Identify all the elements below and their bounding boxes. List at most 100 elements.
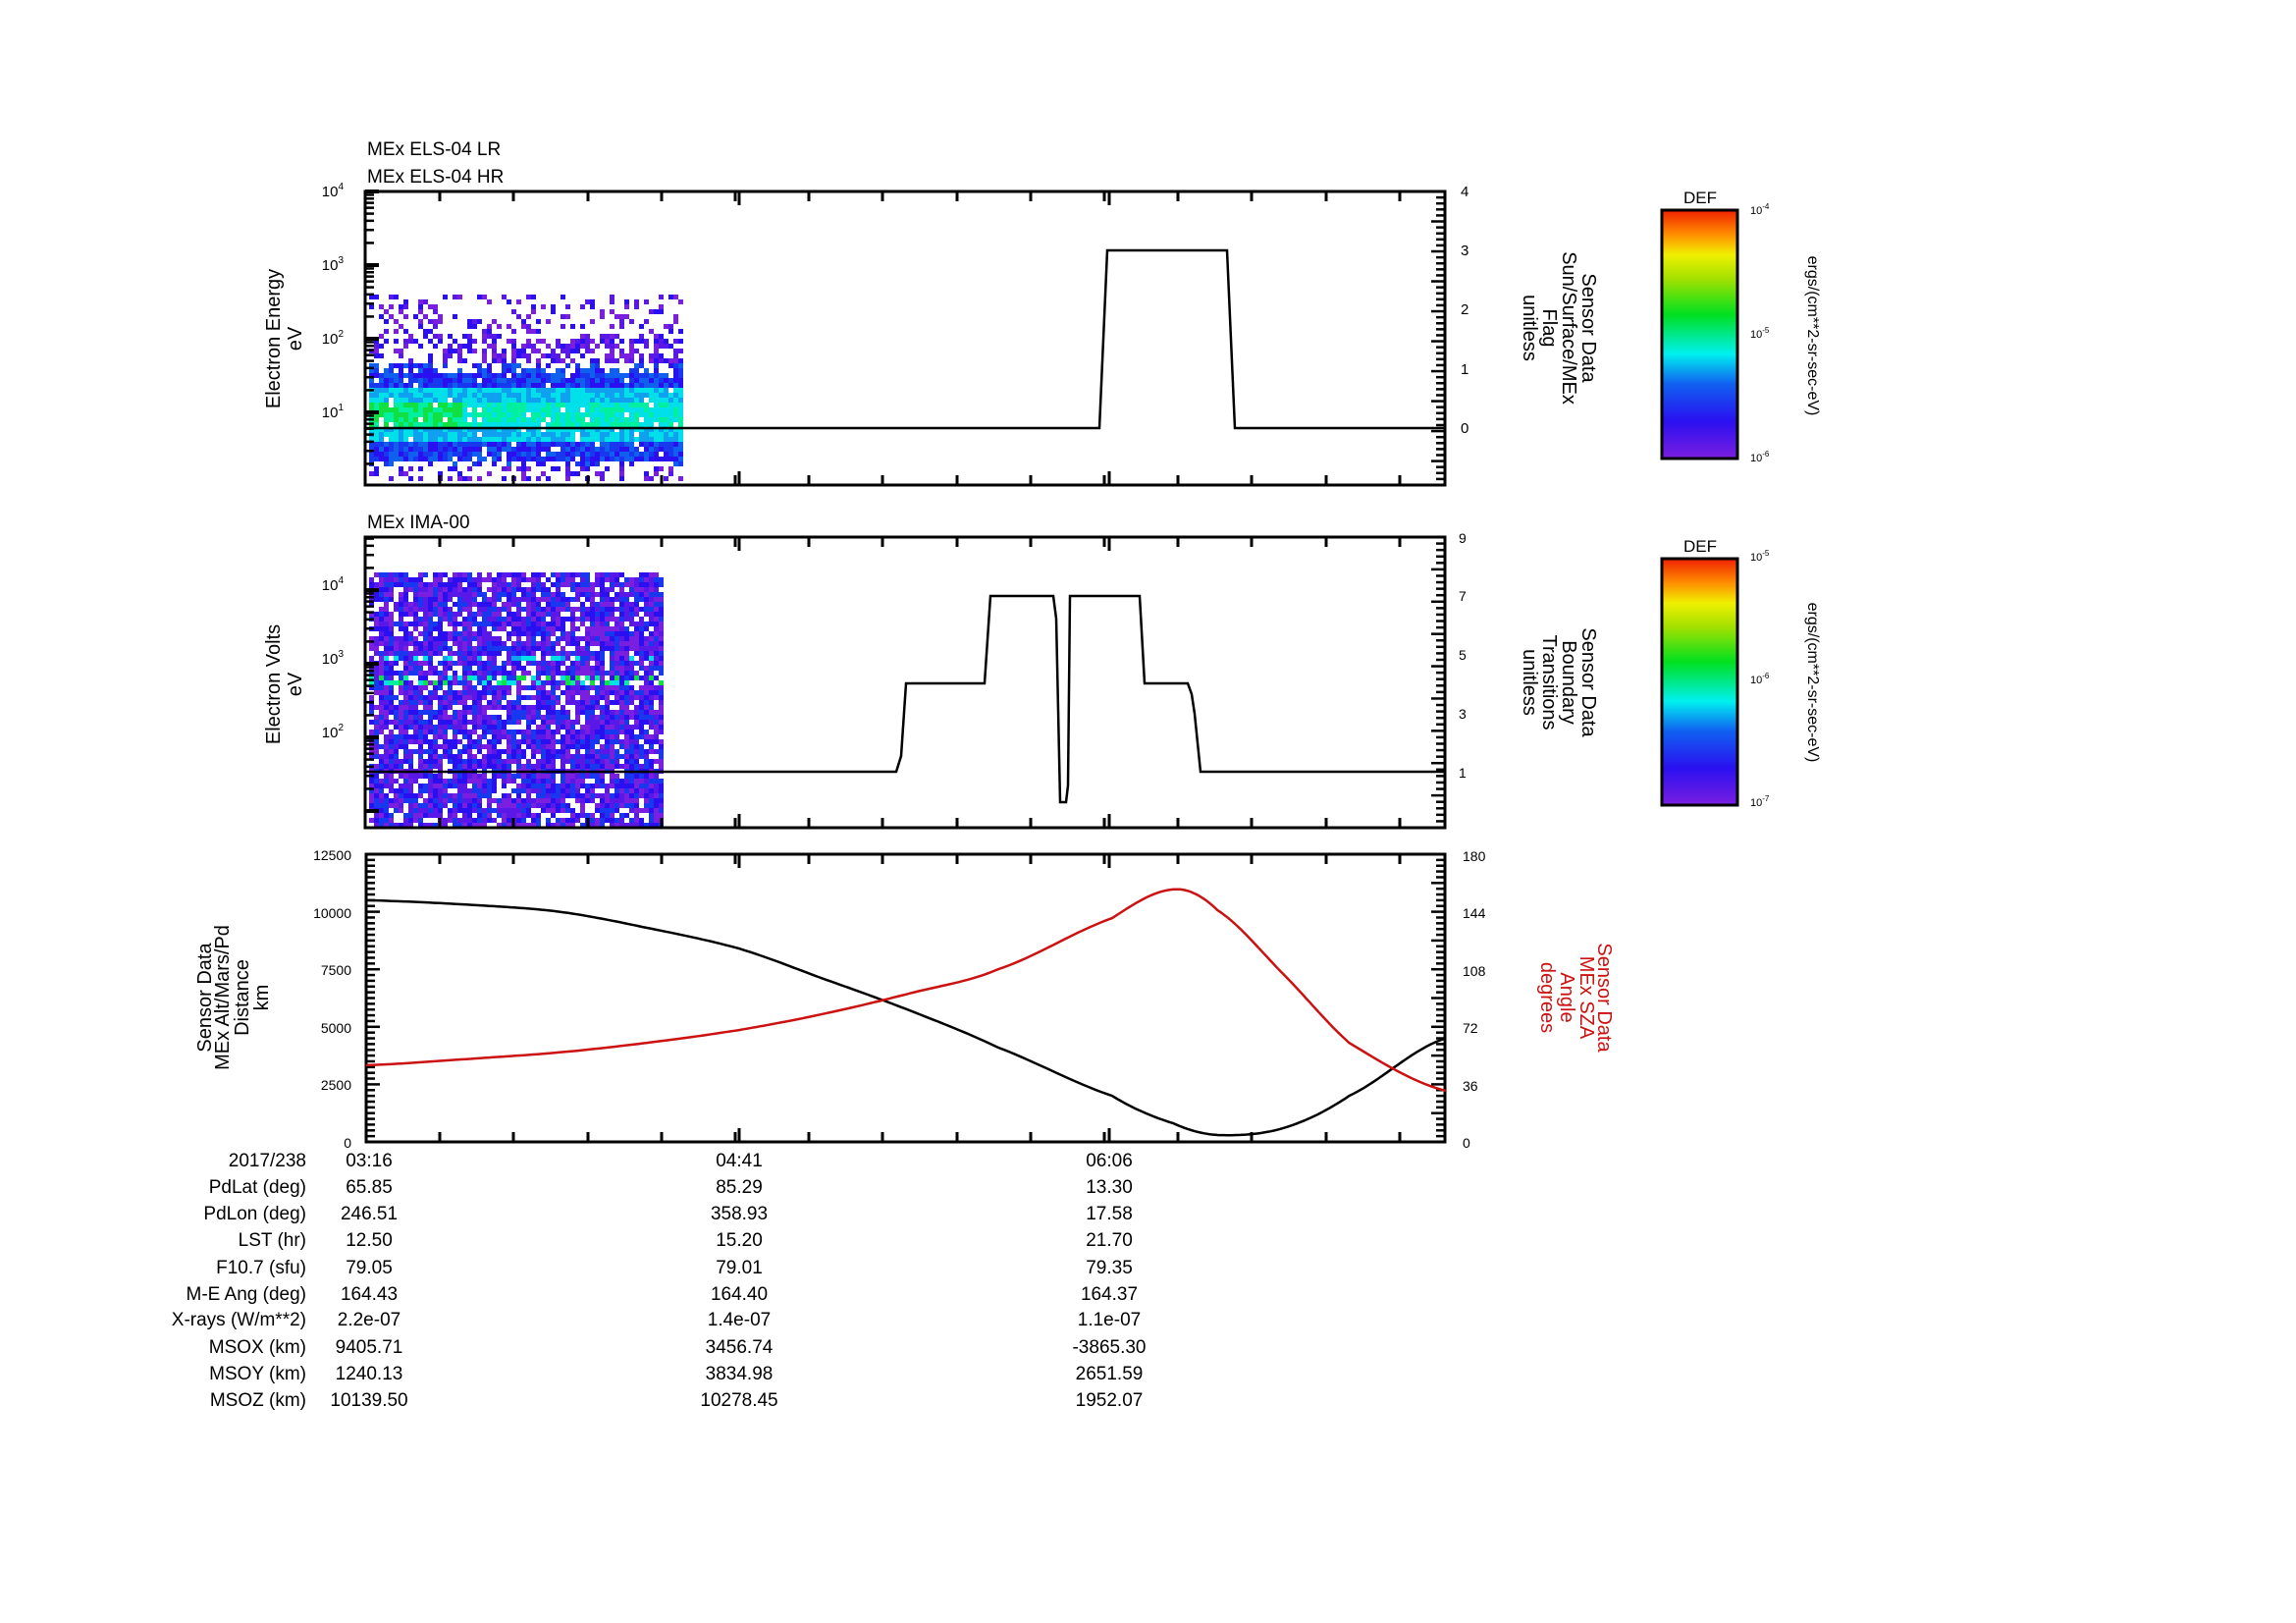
ima-ylabel-1: Electron Volts [263, 624, 285, 744]
ephemeris-cell: 3456.74 [706, 1337, 774, 1358]
els-colorbar: DEF 10-4 10-5 10-6 ergs/(cm**2-sr-sec-eV… [1660, 189, 1821, 464]
els-rtick-3: 3 [1461, 243, 1468, 259]
ephemeris-row-label: M-E Ang (deg) [187, 1284, 307, 1305]
orbit-x-ticks [438, 854, 1402, 1142]
ephemeris-cell: 10278.45 [700, 1390, 777, 1411]
orbit-rlabel-1: Sensor Data [1593, 943, 1615, 1053]
orbit-ytick-7500: 7500 [321, 962, 351, 978]
ephemeris-row-label: PdLat (deg) [209, 1177, 306, 1198]
els-panel: MEx ELS-04 LR MEx ELS-04 HR 104 103 102 … [263, 139, 1599, 487]
els-flag-line [365, 248, 1445, 430]
ima-rtick-5: 5 [1459, 647, 1467, 663]
ima-colorbar-title: DEF [1683, 537, 1717, 556]
ima-cb-top: 10-5 [1750, 549, 1770, 564]
orbit-rtick-180: 180 [1463, 848, 1486, 864]
orbit-rlabel-2: MEx SZA [1575, 956, 1597, 1040]
orbit-right-ticks [1431, 852, 1445, 1144]
els-x-ticks [438, 191, 1402, 485]
ephemeris-cell: 1240.13 [336, 1364, 403, 1384]
ephemeris-cell: 03:16 [346, 1151, 393, 1171]
ephemeris-cell: 3834.98 [706, 1364, 774, 1384]
ima-panel: MEx IMA-00 104 103 102 Electron Volts eV… [263, 513, 1599, 830]
els-ytick-1e1: 101 [322, 403, 345, 421]
orbit-ylabel-1: Sensor Data [194, 943, 216, 1053]
ephemeris-cell: 65.85 [346, 1177, 393, 1198]
ephemeris-row-label: MSOZ (km) [210, 1390, 306, 1411]
orbit-ytick-2500: 2500 [321, 1077, 351, 1093]
orbit-y-ticks [366, 852, 380, 1144]
ephemeris-cell: 358.93 [711, 1204, 768, 1224]
els-title-lr: MEx ELS-04 LR [367, 139, 501, 160]
els-cb-top: 10-4 [1750, 202, 1770, 217]
ephemeris-cell: 04:41 [716, 1151, 763, 1171]
ima-colorbar-gradient [1660, 557, 1739, 807]
ephemeris-row-label: MSOX (km) [209, 1337, 306, 1358]
ephemeris-cell: 85.29 [716, 1177, 763, 1198]
els-ylabel-2: eV [285, 326, 306, 351]
ima-colorbar: DEF 10-5 10-6 10-7 ergs/(cm**2-sr-sec-eV… [1660, 537, 1821, 809]
ephemeris-cell: 06:06 [1086, 1151, 1133, 1171]
els-rlabel-2: Sun/Surface/MEx [1558, 251, 1579, 405]
orbit-plot-frame [364, 852, 1447, 1144]
ima-rlabel-3: Transitions [1538, 634, 1560, 730]
sza-line [365, 888, 1447, 1093]
els-ylabel-1: Electron Energy [263, 269, 285, 408]
ephemeris-cell: 79.01 [716, 1258, 763, 1278]
els-colorbar-units: ergs/(cm**2-sr-sec-eV) [1804, 256, 1821, 416]
ima-cb-bottom: 10-7 [1750, 794, 1770, 809]
ima-rtick-1: 1 [1459, 765, 1467, 781]
els-rtick-1: 1 [1461, 361, 1468, 378]
ima-rlabel-4: unitless [1519, 649, 1540, 716]
ima-ytick-1e4: 104 [322, 575, 345, 594]
els-colorbar-gradient [1660, 208, 1739, 460]
ephemeris-cell: 17.58 [1086, 1204, 1133, 1224]
orbit-ytick-10000: 10000 [313, 905, 351, 921]
els-title-hr: MEx ELS-04 HR [367, 167, 504, 188]
els-ytick-1e2: 102 [322, 329, 345, 348]
ima-y-ticks [365, 537, 379, 813]
orbit-ylabel-4: km [251, 985, 273, 1011]
els-ytick-1e4: 104 [322, 182, 345, 200]
ima-rtick-3: 3 [1459, 706, 1467, 722]
orbit-rlabel-3: Angle [1556, 972, 1577, 1022]
ima-rlabel-2: Boundary [1558, 640, 1579, 725]
ephemeris-cell: 79.35 [1086, 1258, 1133, 1278]
els-right-ticks [1431, 189, 1445, 487]
ephemeris-cell: 2.2e-07 [338, 1310, 400, 1330]
ephemeris-cell: 164.40 [711, 1284, 768, 1305]
ephemeris-row-label: F10.7 (sfu) [216, 1258, 306, 1278]
ephemeris-cell: 164.37 [1081, 1284, 1138, 1305]
ima-rlabel-1: Sensor Data [1577, 627, 1599, 737]
els-rlabel-3: Flag [1538, 309, 1560, 348]
ephemeris-cell: 10139.50 [330, 1390, 407, 1411]
ima-cb-mid: 10-6 [1750, 672, 1770, 686]
ephemeris-cell: 1952.07 [1076, 1390, 1144, 1411]
orbit-rtick-108: 108 [1463, 963, 1486, 979]
orbit-panel: 12500 10000 7500 5000 2500 0 Sensor Data… [194, 847, 1615, 1151]
ephemeris-row-label: 2017/238 [229, 1151, 306, 1171]
ima-spectrogram [369, 572, 664, 828]
ima-colorbar-units: ergs/(cm**2-sr-sec-eV) [1804, 603, 1821, 763]
orbit-rtick-0: 0 [1463, 1135, 1470, 1151]
els-ytick-1e3: 103 [322, 255, 345, 274]
ima-ylabel-2: eV [285, 672, 306, 696]
els-rlabel-1: Sensor Data [1577, 273, 1599, 383]
els-y-ticks [365, 189, 379, 465]
els-cb-mid: 10-5 [1750, 326, 1770, 341]
els-spectrogram [369, 295, 683, 481]
ephemeris-cell: 2651.59 [1076, 1364, 1144, 1384]
els-rlabel-4: unitless [1519, 295, 1540, 361]
ephemeris-cell: 1.4e-07 [708, 1310, 771, 1330]
ima-ytick-1e2: 102 [322, 723, 345, 741]
els-rtick-0: 0 [1461, 420, 1468, 437]
ima-title: MEx IMA-00 [367, 513, 470, 533]
ephemeris-cell: 9405.71 [336, 1337, 403, 1358]
orbit-ytick-12500: 12500 [313, 847, 351, 863]
ephemeris-cell: 164.43 [341, 1284, 398, 1305]
ephemeris-row-label: MSOY (km) [209, 1364, 306, 1384]
ima-x-ticks [438, 537, 1402, 828]
ima-boundary-line [365, 594, 1445, 804]
ima-ytick-1e3: 103 [322, 649, 345, 668]
orbit-rtick-36: 36 [1463, 1078, 1478, 1094]
